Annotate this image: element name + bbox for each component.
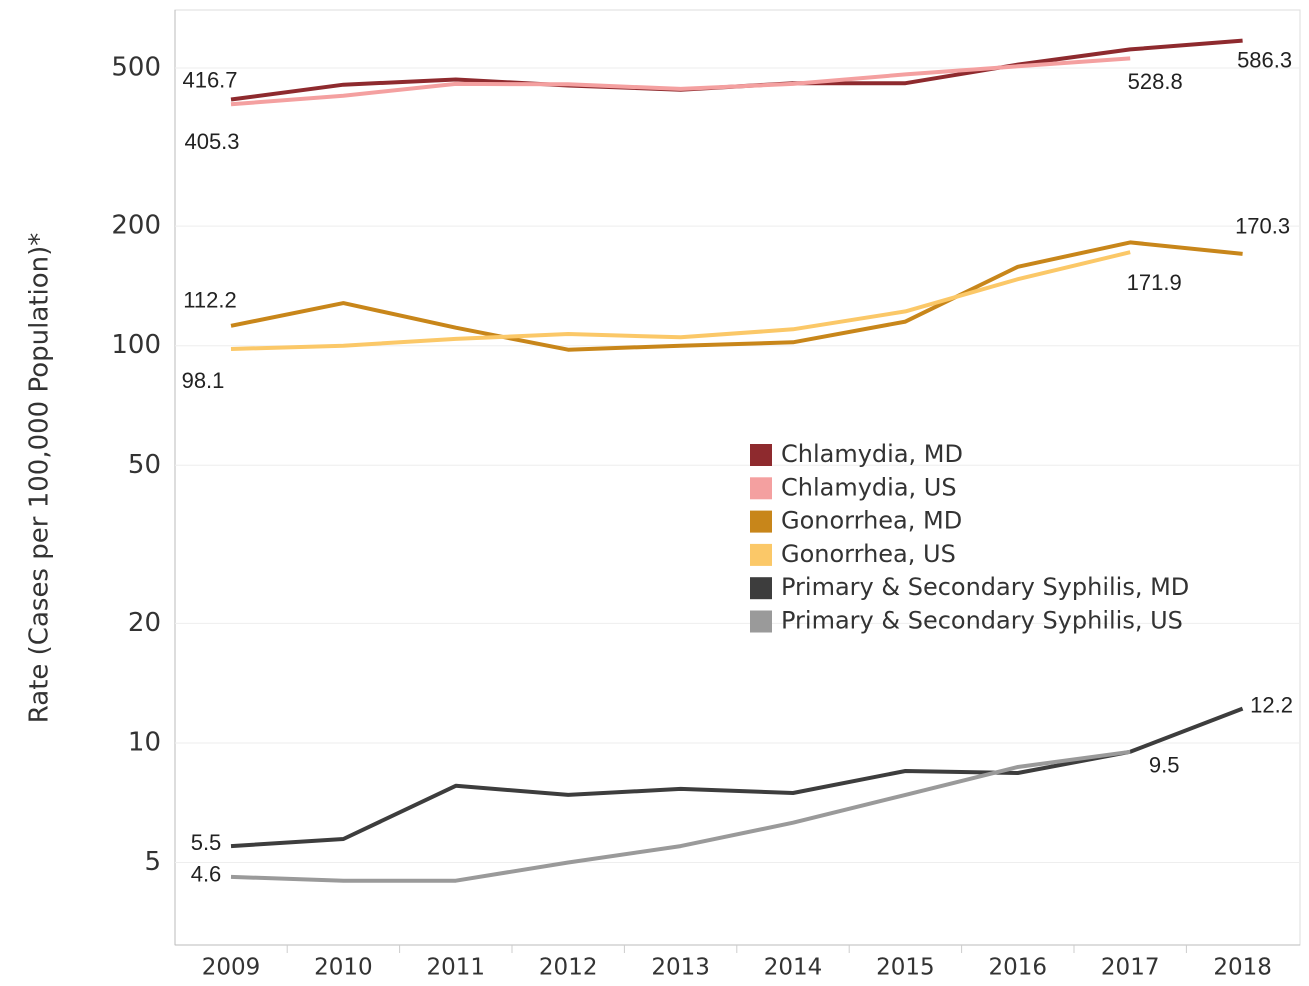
x-tick-label: 2010	[314, 955, 373, 981]
data-label: 4.6	[191, 862, 222, 887]
y-tick-label: 20	[128, 608, 161, 638]
legend-label: Gonorrhea, MD	[781, 507, 962, 535]
data-label: 98.1	[182, 368, 225, 393]
legend-label: Chlamydia, MD	[781, 440, 963, 468]
legend-swatch	[750, 444, 772, 466]
x-tick-label: 2009	[202, 955, 261, 981]
x-tick-label: 2018	[1213, 955, 1272, 981]
series-line	[230, 240, 1243, 352]
legend-label: Chlamydia, US	[781, 473, 957, 501]
series-line	[230, 250, 1131, 351]
legend-swatch	[750, 543, 772, 566]
data-label: 405.3	[184, 129, 239, 154]
plot-frame	[174, 9, 1301, 946]
data-label: 112.2	[183, 288, 236, 313]
series-line	[230, 56, 1131, 107]
legend-swatch	[750, 577, 772, 600]
x-tick-label: 2016	[989, 955, 1048, 981]
y-tick-label: 200	[111, 211, 161, 241]
legend-label: Primary & Secondary Syphilis, US	[781, 607, 1183, 635]
legend-label: Primary & Secondary Syphilis, MD	[781, 573, 1189, 601]
x-tick-label: 2017	[1101, 955, 1160, 981]
data-label: 416.7	[182, 67, 237, 92]
data-label: 5.5	[191, 830, 222, 855]
x-tick-label: 2012	[539, 955, 598, 981]
x-tick-label: 2015	[876, 955, 935, 981]
y-tick-label: 500	[111, 53, 161, 83]
legend-swatch	[750, 477, 772, 500]
y-tick-label: 5	[144, 847, 161, 877]
x-tick-label: 2013	[651, 955, 710, 981]
x-tick-label: 2014	[764, 955, 823, 981]
x-tick-label: 2011	[427, 955, 486, 981]
legend-swatch	[750, 510, 772, 533]
data-label: 9.5	[1149, 753, 1180, 778]
y-axis-label: Rate (Cases per 100,000 Population)*	[25, 233, 55, 723]
y-tick-label: 10	[128, 727, 161, 757]
y-tick-label: 50	[128, 450, 161, 480]
data-label: 12.2	[1250, 692, 1293, 717]
legend-swatch	[750, 610, 772, 633]
series-line	[230, 706, 1244, 849]
series-line	[230, 749, 1131, 883]
data-label: 528.8	[1128, 69, 1183, 94]
legend-label: Gonorrhea, US	[781, 540, 956, 568]
data-label: 171.9	[1127, 270, 1182, 295]
data-label: 586.3	[1237, 47, 1292, 72]
data-label: 170.3	[1235, 214, 1290, 239]
y-tick-label: 100	[111, 330, 161, 360]
